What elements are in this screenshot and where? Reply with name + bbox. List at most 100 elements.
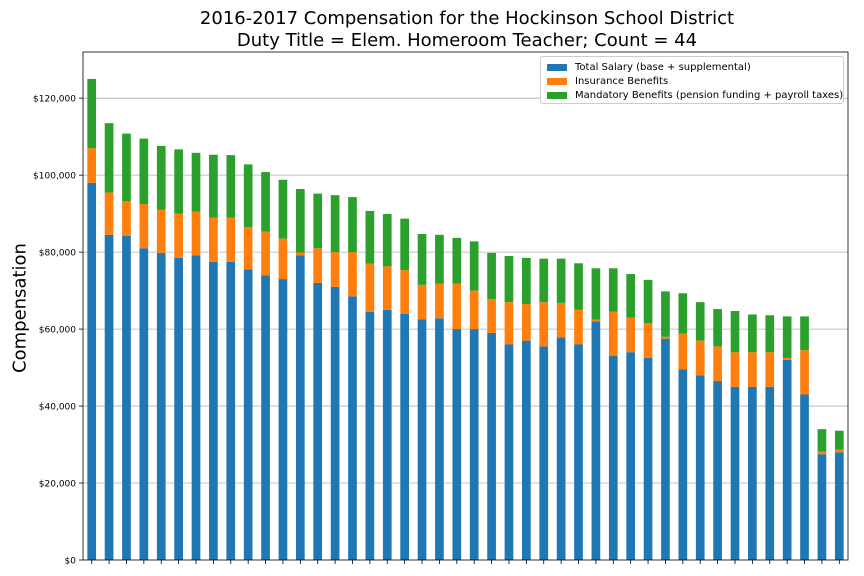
y-tick-label: $80,000 [39, 249, 76, 259]
bar-segment-salary [174, 257, 183, 560]
bar-segment-insurance [191, 211, 201, 256]
legend: Total Salary (base + supplemental) Insur… [540, 56, 844, 104]
bar-segment-mandatory [782, 316, 792, 358]
bar-segment-salary [539, 346, 549, 560]
bar-segment-mandatory [834, 430, 844, 450]
bar-segment-insurance [139, 204, 149, 249]
bar-segment-salary [574, 344, 583, 560]
bar-segment-mandatory [226, 155, 236, 218]
bar-segment-insurance [278, 238, 288, 280]
bar-segment-mandatory [661, 291, 670, 337]
y-tick-label: $40,000 [39, 403, 76, 413]
bar-segment-salary [209, 261, 218, 560]
bar-segment-salary [382, 309, 392, 560]
y-tick-label: $0 [65, 557, 77, 567]
bar-segment-insurance [469, 290, 479, 330]
bar-segment-salary [817, 454, 827, 560]
legend-label-mandatory: Mandatory Benefits (pension funding + pa… [575, 89, 844, 101]
y-tick-label: $120,000 [33, 95, 76, 105]
bar-segment-mandatory [278, 179, 288, 239]
bar-segment-insurance [435, 283, 444, 319]
bar-segment-insurance [330, 252, 340, 287]
bar-segment-salary [608, 356, 618, 560]
bar-segment-insurance [765, 352, 775, 387]
bar-segment-insurance [226, 217, 236, 262]
bar-segment-insurance [243, 227, 253, 270]
bar-segment-salary [156, 252, 166, 560]
bar-segment-mandatory [348, 197, 357, 253]
bar-segment-mandatory [522, 257, 531, 305]
bar-segment-salary [782, 359, 792, 560]
bar-segment-salary [104, 234, 114, 560]
bar-segment-insurance [574, 309, 583, 345]
bar-segment-salary [435, 318, 444, 560]
legend-swatch-mandatory [547, 91, 567, 99]
bar-segment-mandatory [800, 316, 809, 351]
bar-segment-mandatory [678, 293, 688, 334]
bar-segment-mandatory [330, 195, 340, 253]
bar-segment-mandatory [539, 258, 549, 303]
legend-label-insurance: Insurance Benefits [575, 75, 669, 87]
bar-segment-insurance [695, 340, 705, 376]
bar-segment-salary [504, 344, 514, 560]
bar-segment-mandatory [574, 263, 583, 310]
bar-segment-insurance [591, 319, 601, 322]
bar-segment-mandatory [382, 214, 392, 267]
bar-segment-mandatory [104, 123, 114, 193]
bar-segment-insurance [713, 346, 722, 382]
bar-segment-salary [191, 255, 201, 560]
bar-segment-mandatory [765, 315, 775, 353]
bar-segment-insurance [539, 302, 549, 347]
bar-segment-salary [295, 255, 305, 560]
bar-segment-salary [365, 311, 375, 560]
bar-segment-insurance [452, 283, 462, 330]
bar-segment-mandatory [209, 154, 218, 218]
bar-segment-insurance [104, 192, 114, 235]
bar-segment-salary [87, 182, 97, 560]
bar-segment-salary [748, 386, 757, 560]
bar-segment-insurance [382, 266, 392, 310]
bar-segment-insurance [730, 352, 740, 387]
bar-segment-insurance [417, 284, 427, 320]
bar-segment-insurance [556, 302, 566, 338]
bar-segment-mandatory [626, 274, 636, 318]
bar-segment-insurance [295, 252, 305, 256]
legend-item-insurance: Insurance Benefits [547, 74, 837, 88]
bar-segment-salary [713, 381, 722, 560]
bar-segment-mandatory [139, 138, 149, 205]
bar-segment-salary [278, 279, 288, 560]
bar-segment-mandatory [643, 279, 653, 324]
bar-segment-mandatory [156, 145, 166, 210]
bar-segment-insurance [817, 451, 827, 455]
bar-segment-salary [765, 386, 775, 560]
bar-segment-insurance [348, 252, 357, 297]
bar-segment-mandatory [435, 234, 444, 284]
bar-segment-mandatory [243, 164, 253, 228]
bar-segment-insurance [174, 213, 183, 258]
bar-segment-salary [834, 452, 844, 560]
plot-frame [82, 51, 849, 561]
bar-segment-mandatory [261, 172, 270, 232]
bar-segment-mandatory [695, 302, 705, 341]
bar-segment-insurance [782, 357, 792, 360]
bar-segment-mandatory [87, 78, 97, 149]
bar-segment-insurance [400, 270, 409, 314]
bar-segment-insurance [626, 317, 636, 353]
bar-segment-insurance [209, 217, 218, 262]
bar-segment-salary [139, 248, 149, 561]
bar-segment-salary [661, 338, 670, 560]
bar-segment-salary [348, 296, 357, 560]
bar-segment-mandatory [748, 314, 757, 353]
bar-segment-insurance [156, 209, 166, 253]
bar-segment-insurance [313, 248, 323, 283]
bar-segment-salary [556, 337, 566, 560]
bar-segment-insurance [800, 350, 809, 395]
bar-segment-mandatory [295, 189, 305, 253]
legend-item-salary: Total Salary (base + supplemental) [547, 60, 837, 74]
bar-segment-salary [730, 386, 740, 560]
bar-segment-salary [400, 313, 409, 560]
bar-segment-salary [313, 282, 323, 560]
bar-segment-mandatory [556, 258, 566, 303]
y-tick-label: $100,000 [33, 172, 76, 182]
bar-segment-insurance [678, 333, 688, 370]
